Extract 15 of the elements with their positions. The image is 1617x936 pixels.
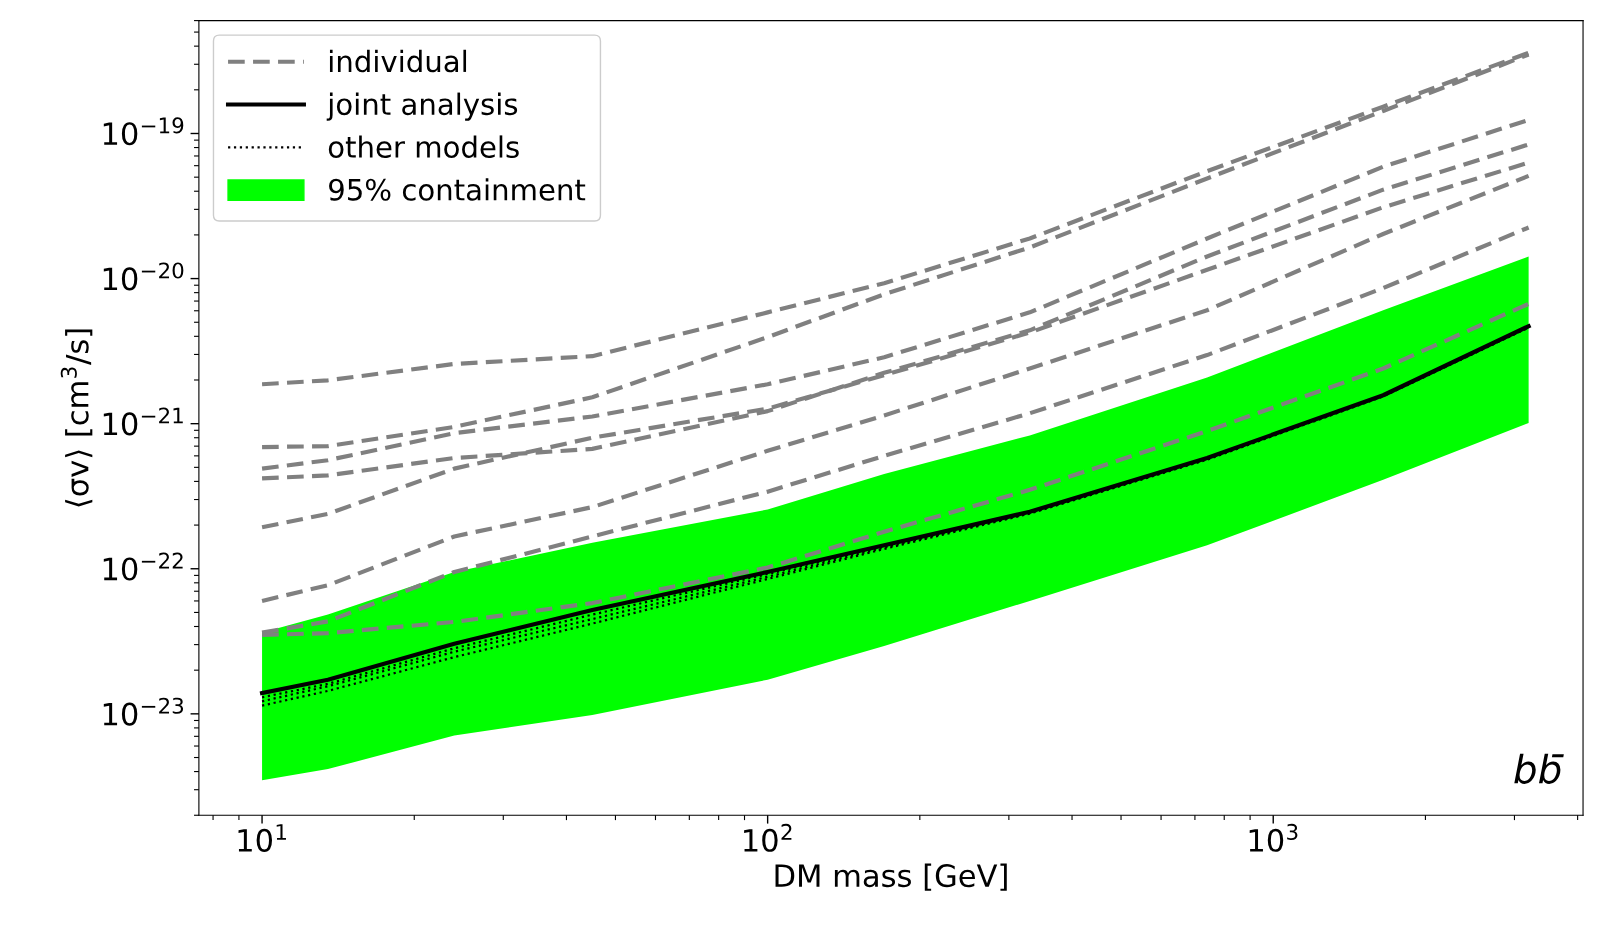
- y-tick-label: 10$^{−22}$: [103, 552, 183, 581]
- y-tick-label: 10$^{−21}$: [103, 407, 183, 436]
- x-tick-label: 10$^{2}$: [744, 823, 792, 852]
- x-tick-label: 10$^{1}$: [238, 824, 286, 852]
- legend-label: individual: [329, 49, 467, 73]
- y-axis-title: ⟨σv⟩ [cm$^{3}$/s]: [60, 329, 93, 507]
- y-tick-label: 10$^{−20}$: [103, 262, 184, 291]
- y-tick-label: 10$^{−19}$: [103, 117, 184, 146]
- legend-label: other models: [328, 135, 519, 158]
- legend-label: joint analysis: [326, 92, 518, 121]
- y-tick-label: 10$^{−23}$: [103, 697, 184, 726]
- x-tick-label: 10$^{3}$: [1249, 823, 1298, 852]
- annotation: bb̄: [1514, 753, 1564, 784]
- x-axis-title: DM mass [GeV]: [775, 863, 1007, 891]
- legend-label: 95% containment: [329, 178, 586, 201]
